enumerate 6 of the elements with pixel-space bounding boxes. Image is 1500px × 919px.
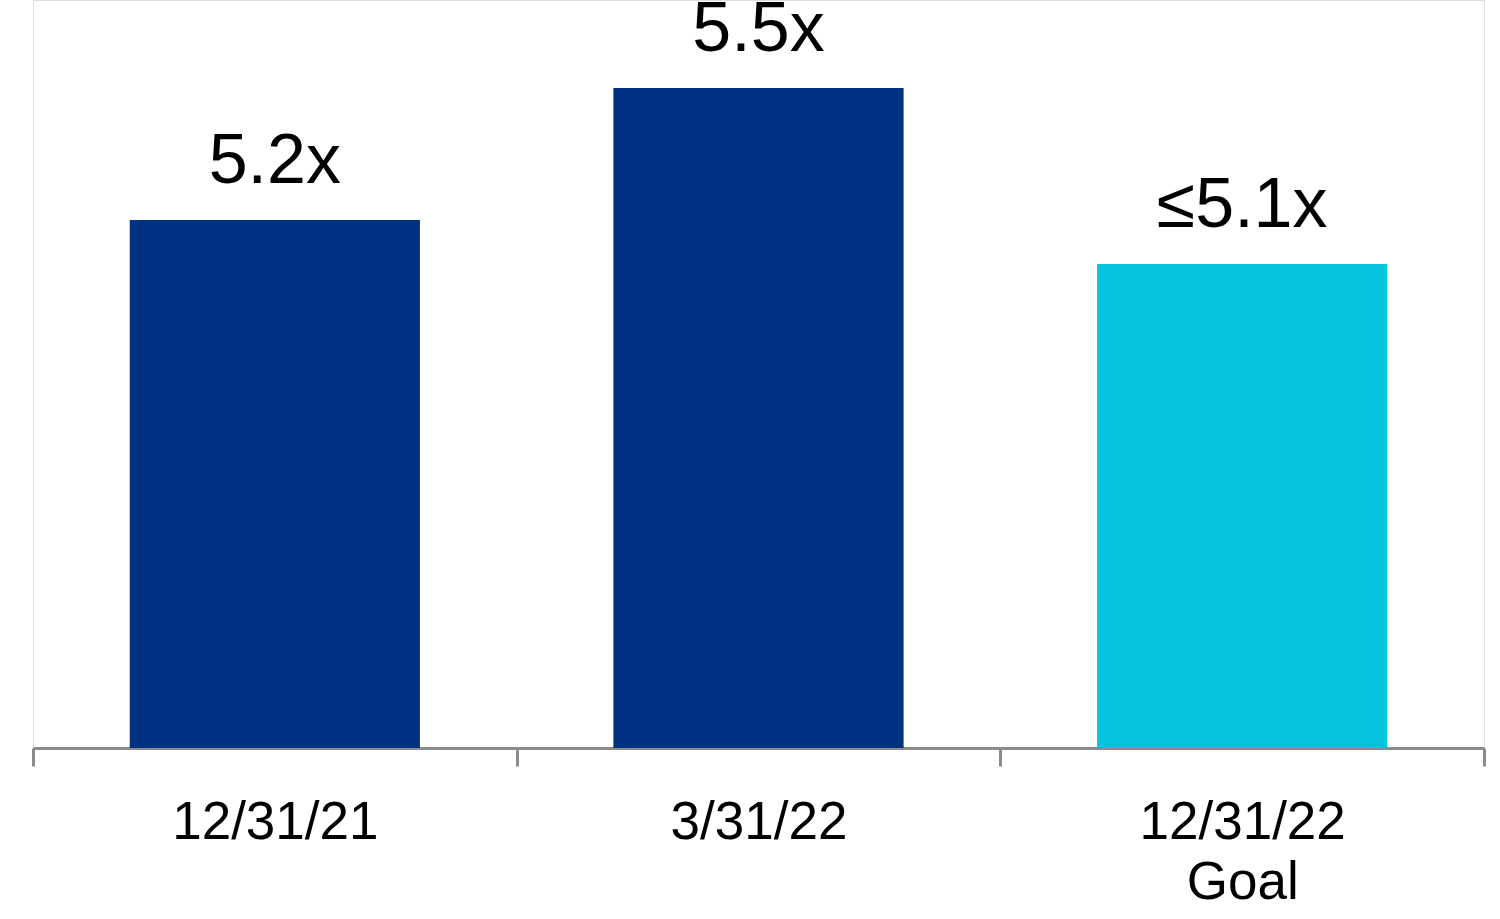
- data-label: 5.2x: [208, 120, 341, 198]
- data-label: ≤5.1x: [1156, 164, 1328, 242]
- x-tick-label: 12/31/21: [172, 790, 379, 850]
- x-tick-label: 3/31/22: [670, 790, 848, 850]
- x-tick-label: 12/31/22 Goal: [1139, 790, 1346, 910]
- data-label: 5.5x: [692, 0, 825, 66]
